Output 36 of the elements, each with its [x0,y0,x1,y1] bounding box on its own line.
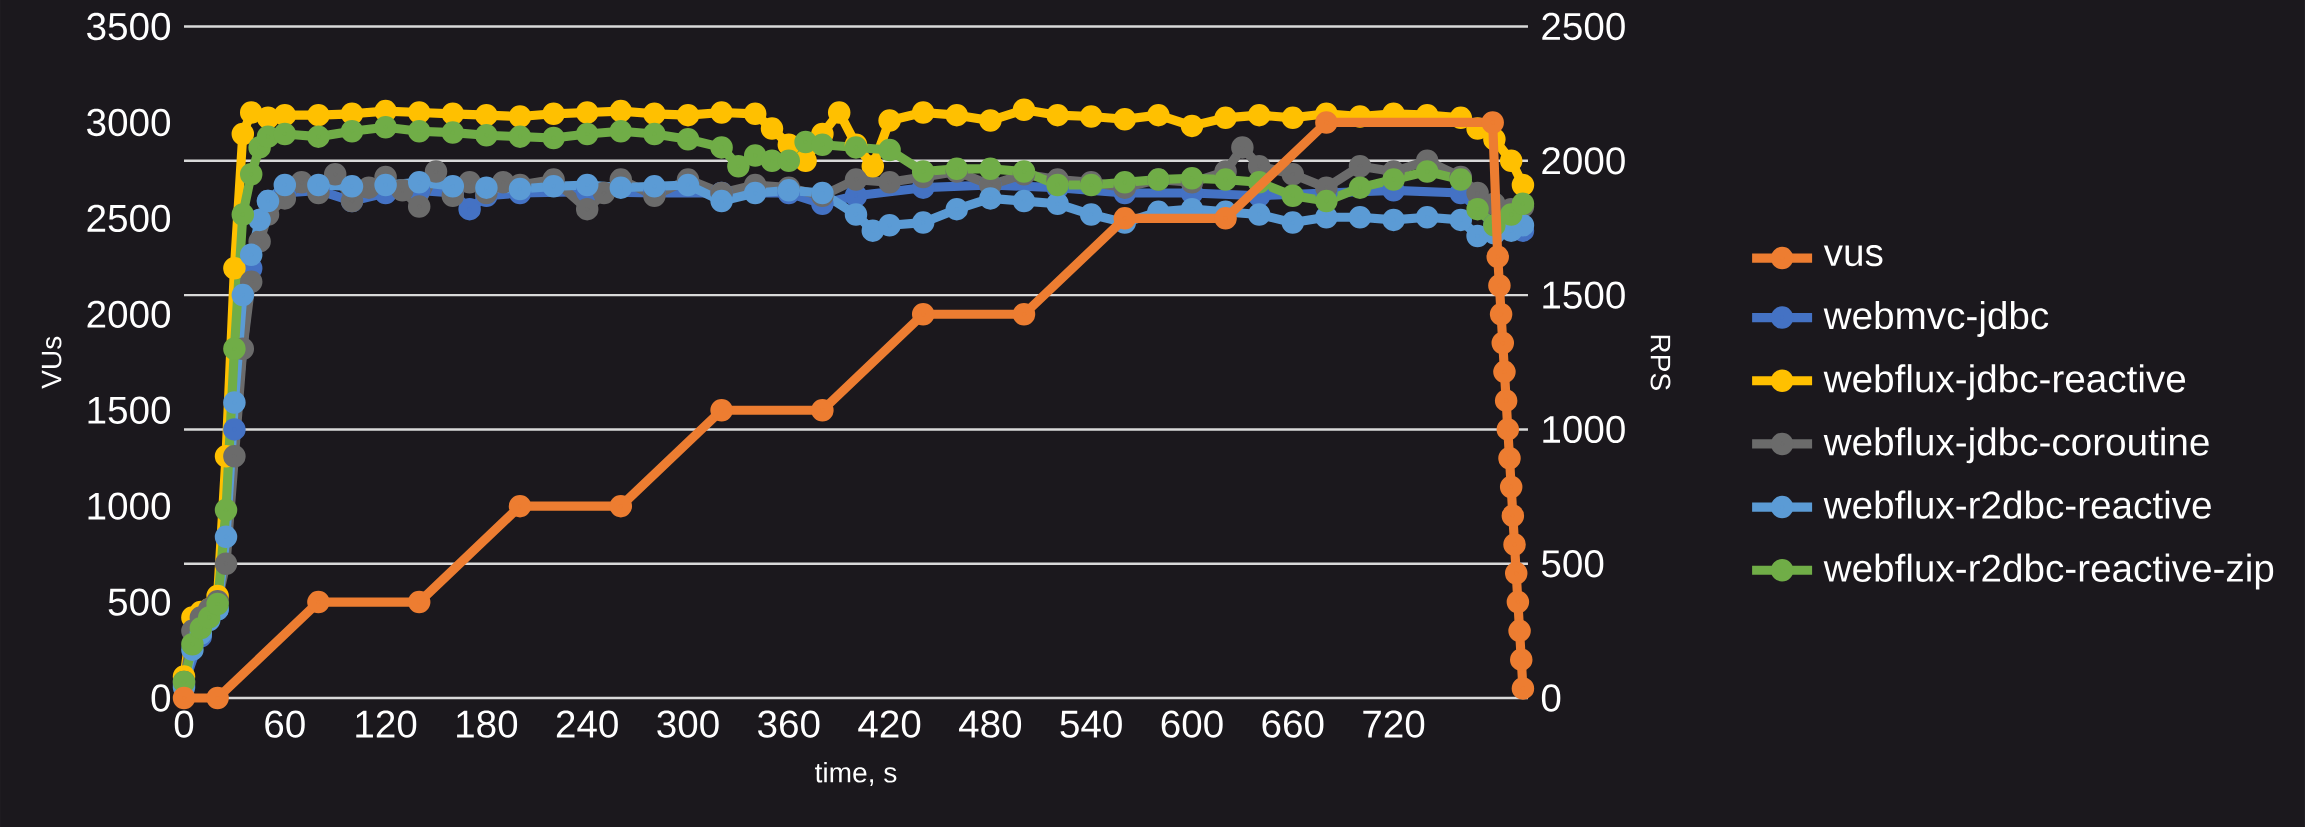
y2-axis-title: RPS [1650,335,1671,390]
x-tick-label: 540 [1060,710,1122,738]
x-tick-label: 660 [1262,710,1324,738]
y2-tick-label: 1000 [1543,415,1625,444]
x-tick-label: 300 [657,710,719,738]
y-tick-label: 1500 [88,396,171,424]
x-tick-label: 60 [265,710,305,738]
y-axis-title: VUs [41,336,62,389]
x-tick-label: 0 [174,710,194,738]
y2-tick-label: 2000 [1542,147,1625,175]
y2-tick-label: 500 [1541,550,1604,578]
y-tick-label: 0 [151,684,171,712]
legend-label: webflux-r2dbc-reactive [1823,490,2211,519]
x-tick-label: 240 [556,710,618,738]
x-tick-label: 720 [1363,710,1425,738]
y-tick-label: 3500 [87,12,171,41]
y2-tick-label: 1500 [1543,281,1625,309]
x-tick-label: 360 [758,710,820,738]
legend-label: webflux-jdbc-reactive [1823,364,2186,401]
y-tick-label: 2000 [87,300,171,328]
x-tick-label: 480 [959,710,1022,738]
y2-tick-label: 0 [1541,684,1561,712]
x-tick-label: 420 [858,710,921,738]
y-tick-label: 2500 [87,204,171,233]
y-tick-label: 1000 [88,492,171,520]
x-axis-title: time, s [815,761,897,786]
legend-label: webflux-jdbc-coroutine [1823,427,2209,464]
legend-label: webmvc-jdbc [1823,300,2049,337]
y-tick-label: 500 [108,588,171,616]
y-tick-label: 3000 [87,108,171,137]
legend-label: vus [1823,245,1883,267]
x-tick-label: 120 [356,710,417,738]
y2-tick-label: 2500 [1542,12,1625,41]
x-tick-label: 600 [1161,710,1223,738]
legend-label: webflux-r2dbc-reactive-zip [1823,553,2274,590]
x-tick-label: 180 [457,710,518,738]
